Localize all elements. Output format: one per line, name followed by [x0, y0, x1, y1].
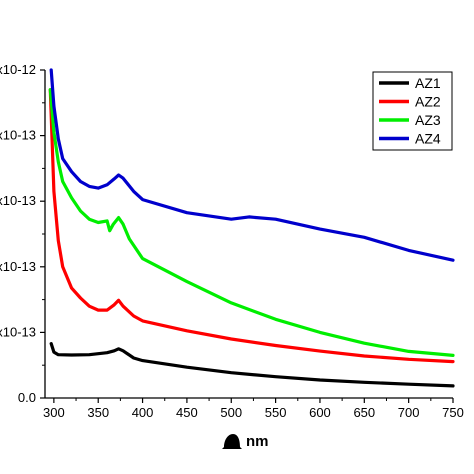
legend-label-az2: AZ2 [415, 94, 441, 110]
x-axis-title: nm [246, 433, 269, 450]
series-line-az4 [49, 68, 455, 262]
y-tick-label-1: x10-13 [0, 324, 36, 339]
y-tick-label-2: x10-13 [0, 259, 36, 274]
x-axis-symbol-icon [222, 434, 242, 449]
axes-layer: 300 350 400 450 500 550 600 650 700 750 0.0 x10-13 x… [0, 62, 464, 420]
legend-label-az3: AZ3 [415, 112, 441, 128]
series-line-az3 [48, 88, 455, 357]
legend: AZ1 AZ2 AZ3 AZ4 [372, 71, 453, 151]
y-tick-label-4: x10-13 [0, 128, 36, 143]
x-tick-label-500: 500 [220, 405, 242, 420]
x-tick-label-700: 700 [398, 405, 420, 420]
y-tick-label-3: x10-13 [0, 193, 36, 208]
x-tick-label-550: 550 [265, 405, 287, 420]
series-layer [48, 68, 455, 388]
x-tick-label-650: 650 [353, 405, 375, 420]
series-line-az2 [48, 88, 455, 364]
x-tick-label-450: 450 [176, 405, 198, 420]
legend-label-az1: AZ1 [415, 75, 441, 91]
x-tick-label-400: 400 [132, 405, 154, 420]
series-line-az1 [49, 342, 455, 388]
y-tick-label-5: x10-12 [0, 62, 36, 77]
x-tick-label-750: 750 [442, 405, 464, 420]
legend-label-az4: AZ4 [415, 131, 441, 147]
x-tick-label-600: 600 [309, 405, 331, 420]
x-tick-label-300: 300 [43, 405, 65, 420]
x-tick-label-350: 350 [87, 405, 109, 420]
y-tick-label-0: 0.0 [18, 390, 36, 405]
